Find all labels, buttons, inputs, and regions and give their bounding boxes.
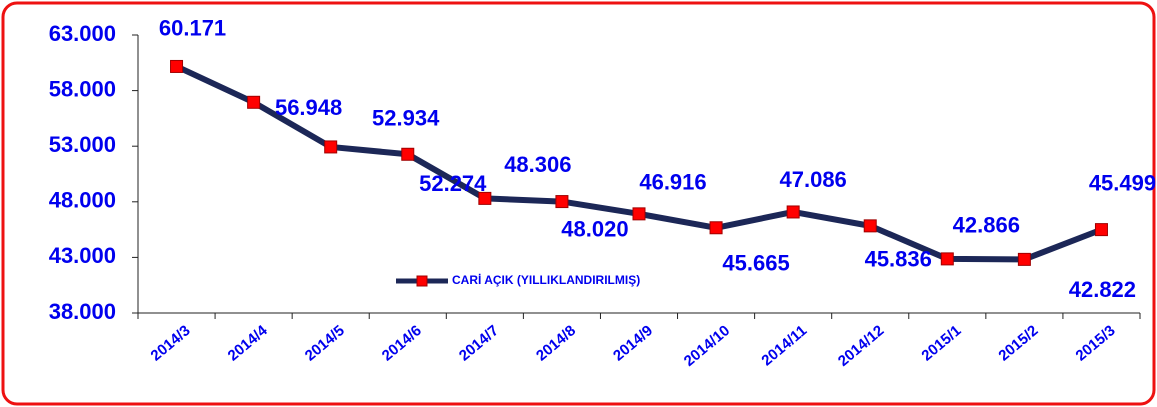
marker xyxy=(632,207,646,221)
data-label: 48.306 xyxy=(504,152,571,177)
data-label: 45.836 xyxy=(865,247,932,272)
marker xyxy=(247,95,261,109)
data-label: 45.665 xyxy=(722,251,789,276)
data-label: 48.020 xyxy=(561,216,628,241)
legend-marker xyxy=(416,275,428,287)
marker xyxy=(863,219,877,233)
data-label: 42.866 xyxy=(953,213,1020,238)
marker xyxy=(1094,223,1108,237)
y-tick-label: 43.000 xyxy=(49,243,116,268)
marker xyxy=(1017,252,1031,266)
data-label: 42.822 xyxy=(1069,277,1136,302)
data-label: 47.086 xyxy=(780,167,847,192)
data-label: 56.948 xyxy=(275,95,342,120)
y-tick-label: 58.000 xyxy=(49,76,116,101)
marker xyxy=(170,59,184,73)
data-label: 52.274 xyxy=(419,171,487,196)
data-label: 52.934 xyxy=(372,106,440,131)
y-tick-label: 63.000 xyxy=(49,21,116,46)
data-label: 46.916 xyxy=(639,170,706,195)
marker xyxy=(401,147,415,161)
data-label: 60.171 xyxy=(159,15,226,40)
y-tick-label: 53.000 xyxy=(49,132,116,157)
legend-label: CARİ AÇIK (YILLIKLANDIRILMIŞ) xyxy=(452,272,640,287)
y-tick-label: 38.000 xyxy=(49,299,116,324)
y-tick-label: 48.000 xyxy=(49,188,116,213)
marker xyxy=(478,191,492,205)
marker xyxy=(940,252,954,266)
marker xyxy=(709,221,723,235)
marker xyxy=(555,195,569,209)
marker xyxy=(324,140,338,154)
marker xyxy=(786,205,800,219)
data-label: 45.499 xyxy=(1089,170,1156,195)
